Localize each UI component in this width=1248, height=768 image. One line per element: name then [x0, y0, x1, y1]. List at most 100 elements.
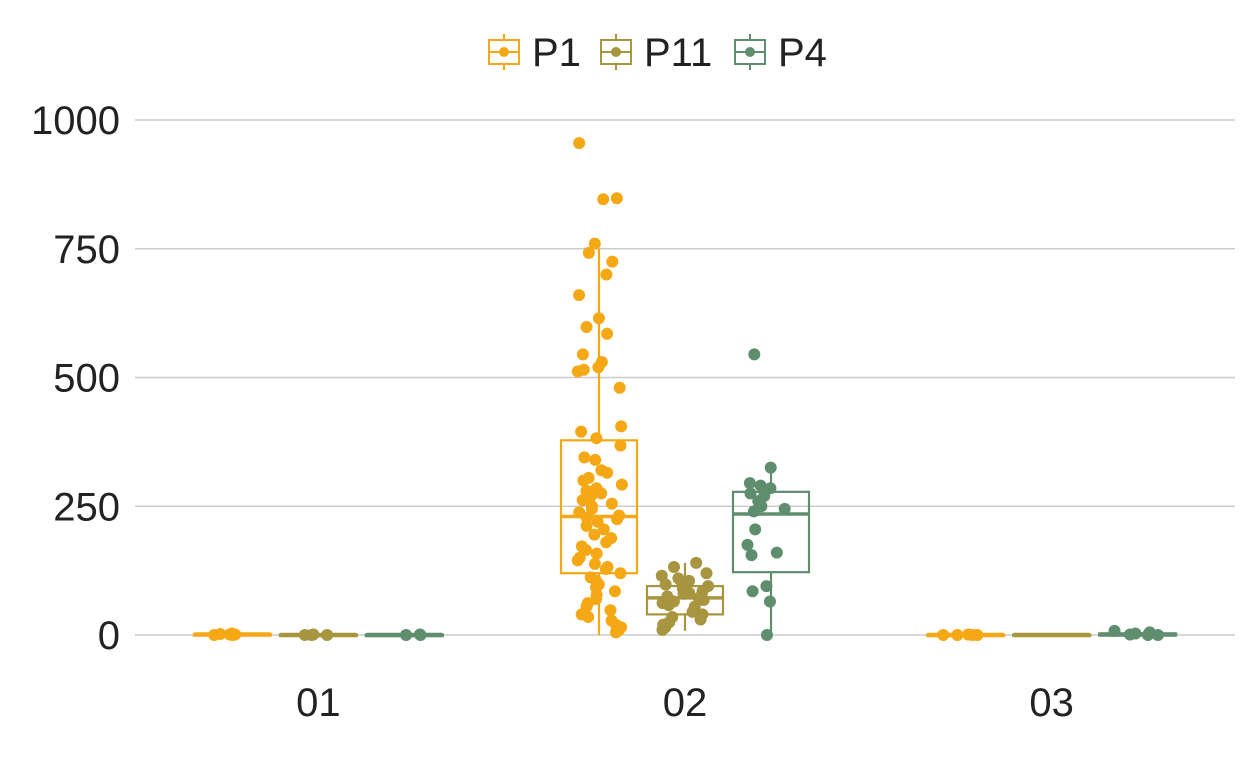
y-tick-label: 750: [53, 228, 120, 272]
data-point: [760, 580, 773, 593]
x-axis: 01 02 03: [296, 681, 1074, 725]
data-point: [588, 557, 601, 570]
data-point: [592, 361, 605, 374]
data-point: [582, 610, 595, 623]
data-point: [585, 502, 598, 515]
data-point: [743, 477, 756, 490]
data-point: [662, 599, 675, 612]
data-point: [668, 561, 681, 574]
legend-item: P1: [488, 31, 581, 75]
data-point: [576, 348, 589, 361]
data-point: [580, 321, 593, 334]
data-point: [694, 613, 707, 626]
data-point: [400, 629, 413, 641]
legend-label: P1: [532, 31, 581, 75]
data-point: [748, 348, 761, 361]
y-tick-label: 250: [53, 485, 120, 529]
data-point: [599, 563, 612, 576]
data-point: [615, 420, 628, 433]
points: [208, 137, 1164, 641]
data-point: [747, 505, 760, 518]
data-point: [962, 628, 975, 641]
data-point: [590, 432, 603, 445]
x-tick-label: 02: [663, 681, 708, 725]
data-point: [613, 381, 626, 394]
data-point: [588, 237, 601, 250]
data-point: [608, 585, 621, 598]
data-point: [741, 538, 754, 551]
data-point: [1141, 629, 1154, 641]
data-point: [656, 623, 669, 636]
legend-key-point: [745, 47, 755, 57]
x-tick-label: 01: [296, 681, 341, 725]
data-point: [1124, 628, 1137, 641]
grid: [135, 119, 1235, 636]
data-point: [214, 627, 227, 640]
data-point: [576, 494, 589, 507]
legend-key-point: [611, 47, 621, 57]
data-point: [577, 474, 590, 487]
data-point: [597, 523, 610, 536]
data-point: [592, 312, 605, 325]
data-point: [754, 479, 767, 492]
data-point: [615, 478, 628, 491]
data-point: [937, 629, 950, 641]
data-point: [595, 487, 608, 500]
data-point: [746, 585, 759, 598]
data-point: [763, 595, 776, 608]
data-point: [414, 629, 427, 641]
data-point: [611, 513, 624, 526]
legend-item: P4: [734, 31, 827, 75]
x-tick-label: 03: [1029, 681, 1074, 725]
data-point: [589, 453, 602, 466]
data-point: [1151, 629, 1164, 641]
data-point: [1108, 624, 1121, 637]
data-point: [770, 546, 783, 559]
data-point: [610, 192, 623, 205]
data-point: [605, 497, 618, 510]
data-point: [601, 466, 614, 479]
data-point: [778, 502, 791, 515]
y-tick-label: 1000: [31, 99, 120, 143]
data-point: [614, 439, 627, 452]
data-point: [690, 556, 703, 569]
y-tick-label: 500: [53, 357, 120, 401]
data-point: [760, 629, 773, 641]
data-point: [697, 593, 710, 606]
data-point: [600, 536, 613, 549]
data-point: [578, 451, 591, 464]
data-point: [575, 425, 588, 438]
data-point: [597, 193, 610, 206]
data-point: [606, 255, 619, 268]
data-point: [745, 549, 758, 562]
legend-key-point: [499, 47, 509, 57]
data-point: [601, 327, 614, 340]
data-point: [600, 268, 613, 281]
y-tick-label: 0: [98, 614, 120, 658]
data-point: [588, 528, 601, 541]
y-axis: 0 250 500 750 1000: [31, 99, 120, 658]
data-point: [686, 605, 699, 618]
data-point: [749, 523, 762, 536]
data-point: [573, 137, 586, 150]
data-point: [590, 547, 603, 560]
data-point: [226, 629, 239, 641]
legend-label: P11: [644, 31, 712, 75]
data-point: [580, 519, 593, 532]
box: [731, 490, 811, 574]
legend-item: P11: [600, 31, 712, 75]
data-point: [659, 578, 672, 591]
legend-label: P4: [778, 31, 827, 75]
data-point: [951, 629, 964, 641]
data-point: [571, 365, 584, 378]
data-point: [307, 628, 320, 641]
data-point: [677, 587, 690, 600]
data-point: [582, 246, 595, 259]
data-point: [764, 461, 777, 474]
data-point: [573, 289, 586, 302]
data-point: [744, 487, 757, 500]
legend: P1 P11 P4: [488, 31, 827, 75]
data-point: [700, 567, 713, 580]
